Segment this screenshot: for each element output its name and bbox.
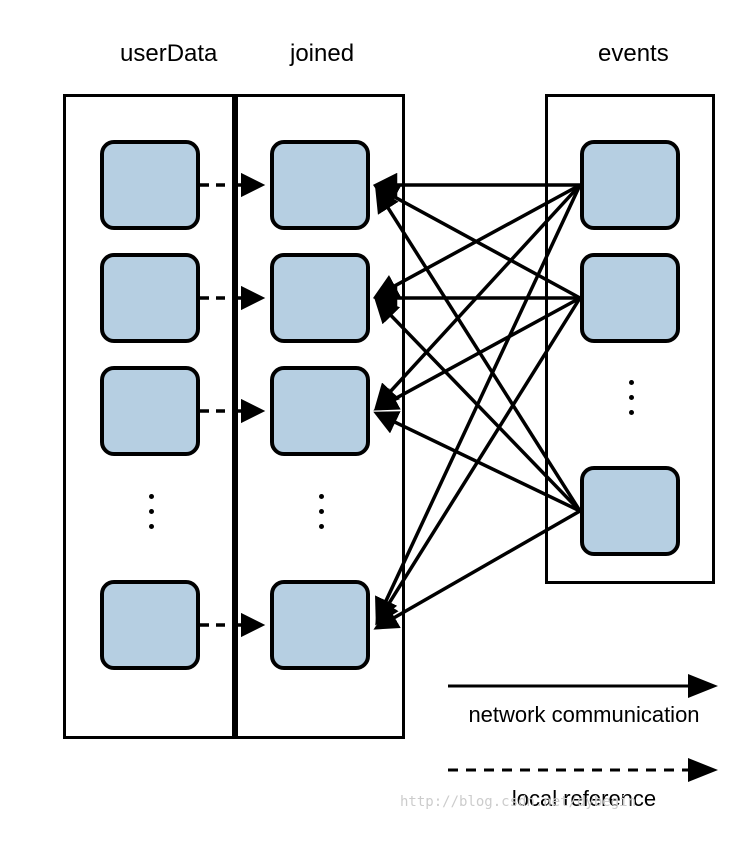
vdots-userdata — [148, 494, 154, 529]
userdata-node — [100, 580, 200, 670]
vdots-joined — [318, 494, 324, 529]
joined-node — [270, 580, 370, 670]
joined-node — [270, 253, 370, 343]
userdata-node — [100, 253, 200, 343]
column-label-joined: joined — [290, 40, 354, 68]
column-label-userdata: userData — [120, 40, 217, 68]
events-node — [580, 466, 680, 556]
vdots-events — [628, 380, 634, 415]
watermark-text: http://blog.csdn.net/dybegin — [400, 794, 636, 810]
events-node — [580, 253, 680, 343]
events-node — [580, 140, 680, 230]
joined-node — [270, 140, 370, 230]
userdata-node — [100, 140, 200, 230]
legend-solid-label: network communication — [450, 702, 718, 728]
column-label-events: events — [598, 40, 669, 68]
userdata-node — [100, 366, 200, 456]
joined-node — [270, 366, 370, 456]
